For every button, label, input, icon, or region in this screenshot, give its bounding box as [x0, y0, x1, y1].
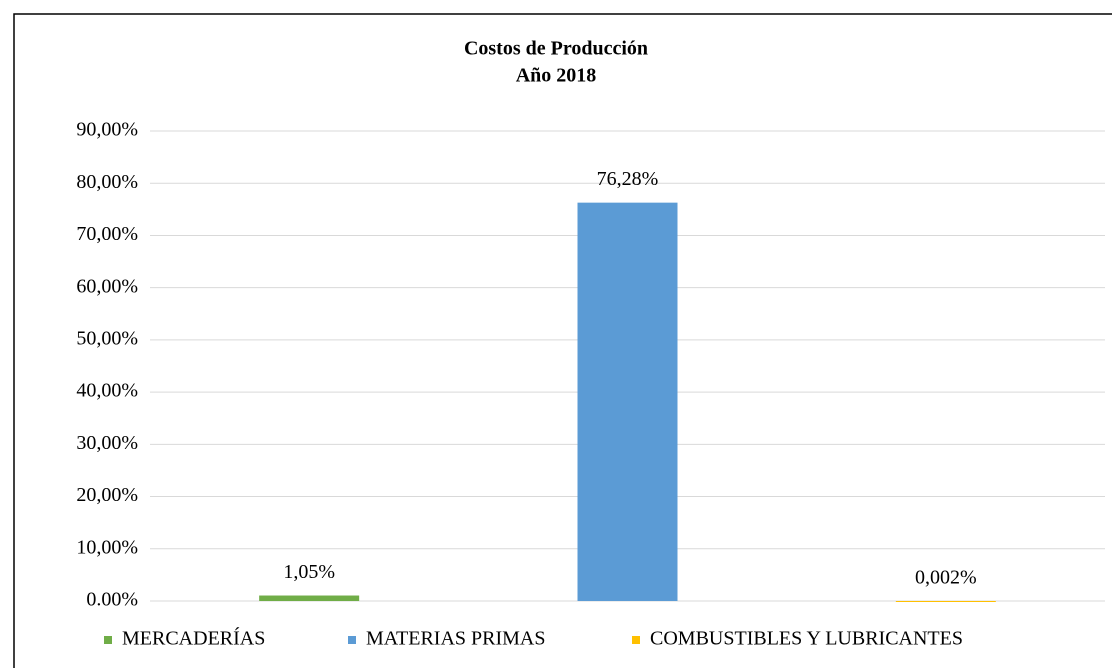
bar [259, 595, 360, 601]
bar [895, 600, 996, 602]
data-label: 1,05% [283, 561, 335, 583]
bar [577, 202, 678, 601]
chart-frame [13, 13, 1112, 668]
chart-title: Costos de Producción [464, 38, 648, 60]
data-label: 0,002% [915, 567, 977, 589]
y-tick-label: 30,00% [76, 432, 138, 454]
legend-swatch [632, 636, 640, 644]
legend-label: MATERIAS PRIMAS [366, 628, 545, 650]
y-tick-label: 70,00% [76, 223, 138, 245]
y-tick-label: 50,00% [76, 327, 138, 349]
legend-label: COMBUSTIBLES Y LUBRICANTES [650, 628, 963, 650]
legend-swatch [104, 636, 112, 644]
chart-subtitle: Año 2018 [516, 65, 597, 87]
y-tick-label: 10,00% [76, 536, 138, 558]
y-tick-label: 80,00% [76, 171, 138, 193]
data-label: 76,28% [597, 168, 659, 190]
legend-label: MERCADERÍAS [122, 627, 265, 650]
y-tick-label: 60,00% [76, 275, 138, 297]
y-tick-label: 40,00% [76, 380, 138, 402]
y-tick-label: 20,00% [76, 484, 138, 506]
y-tick-label: 0.00% [86, 589, 138, 611]
legend-swatch [348, 636, 356, 644]
y-tick-label: 90,00% [76, 119, 138, 141]
